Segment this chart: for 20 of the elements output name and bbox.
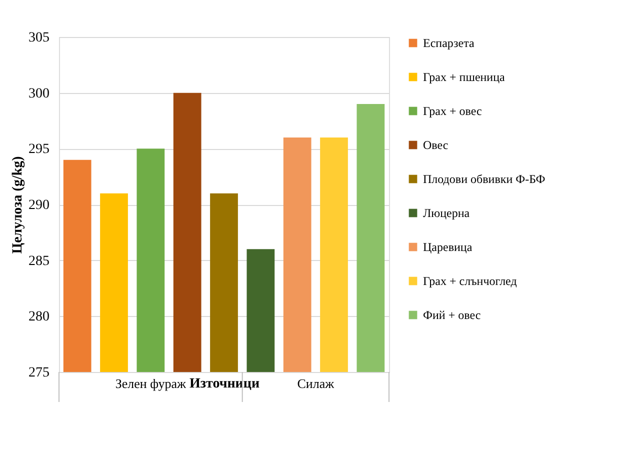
legend-label: Грах + пшеница (423, 70, 506, 84)
y-tick-label: 285 (28, 254, 50, 269)
legend-label: Еспарзета (423, 36, 476, 50)
y-tick-label: 305 (28, 30, 50, 46)
legend-label: Люцерна (423, 206, 470, 220)
y-tick-label: 280 (28, 310, 50, 325)
legend-label: Овес (423, 138, 448, 152)
x-tick-label: Силаж (297, 376, 336, 391)
y-tick-label: 290 (28, 198, 50, 213)
y-axis-title: Целулоза (g/kg) (10, 156, 26, 254)
x-tick-label: Зелен фураж (115, 376, 187, 391)
y-tick-label: 295 (28, 142, 50, 158)
legend-label: Фий + овес (423, 308, 481, 322)
legend-label: Грах + овес (423, 104, 482, 118)
legend-label: Грах + слънчоглед (423, 274, 517, 288)
x-axis-title: Източници (189, 376, 260, 392)
legend-label: Плодови обвивки Ф-БФ (423, 172, 546, 186)
y-tick-label: 300 (28, 86, 50, 102)
legend-label: Царевица (423, 240, 473, 254)
y-tick-label: 275 (28, 366, 50, 380)
